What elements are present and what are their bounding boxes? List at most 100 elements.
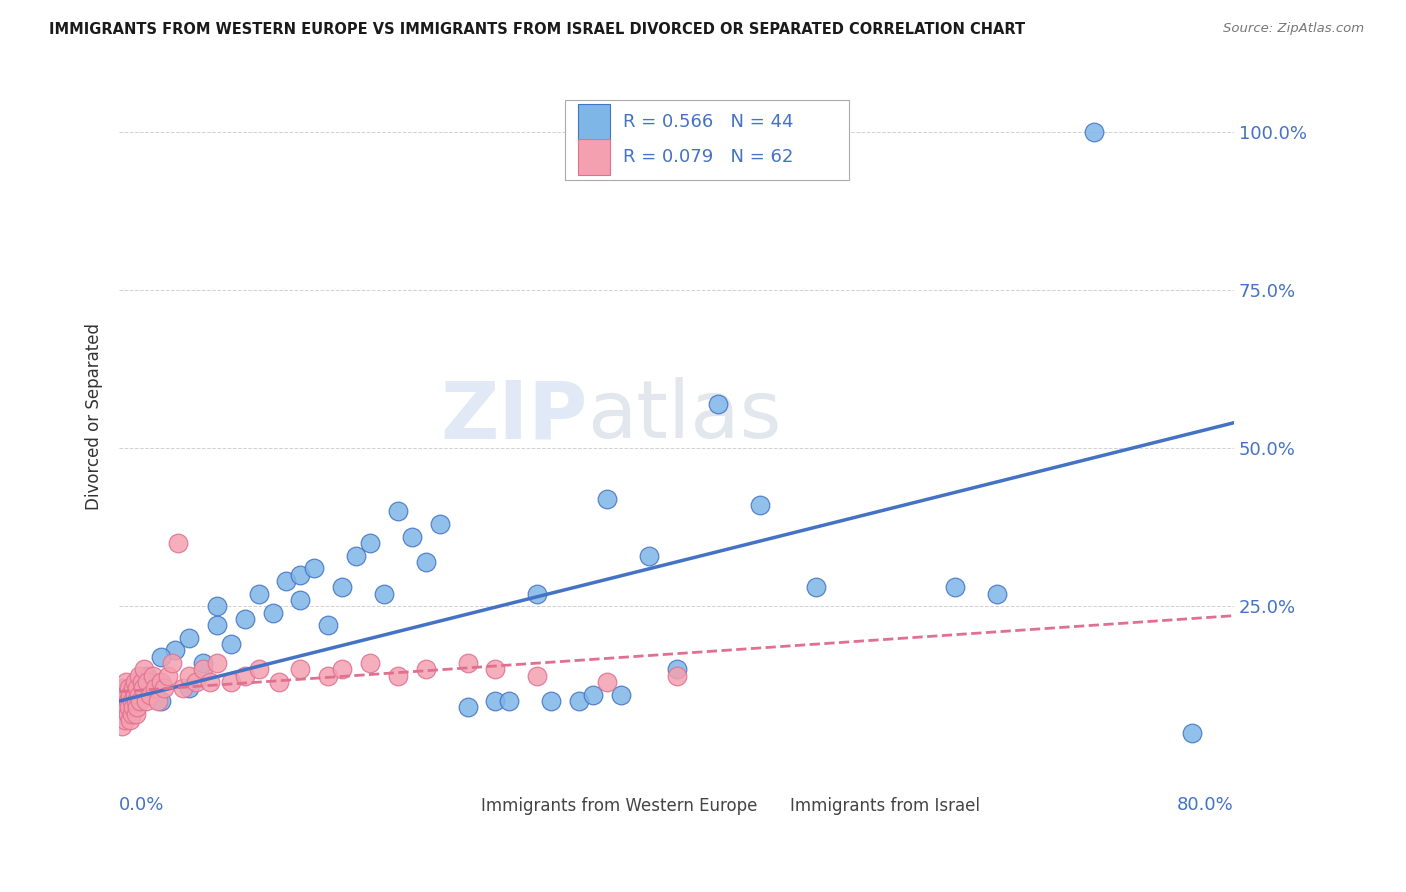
Text: atlas: atlas (588, 377, 782, 456)
Point (150, 649, 173, 664)
Point (121, 694, 143, 708)
Point (582, 688, 605, 702)
Point (359, 536, 381, 550)
Point (148, 694, 170, 708)
Point (665, 663, 688, 677)
Point (276, 574, 298, 588)
Point (359, 656, 381, 670)
Point (112, 681, 135, 696)
Point (177, 681, 200, 696)
Point (127, 681, 149, 696)
Point (304, 561, 326, 575)
Point (163, 643, 186, 657)
Text: ZIP: ZIP (440, 377, 588, 456)
Point (120, 688, 142, 702)
Point (177, 631, 200, 645)
Point (114, 700, 136, 714)
Point (205, 656, 228, 670)
Point (134, 663, 156, 677)
Point (373, 586, 395, 600)
Point (269, 675, 291, 690)
Point (344, 549, 367, 563)
Point (596, 491, 619, 506)
Point (198, 675, 221, 690)
Point (457, 700, 479, 714)
Point (115, 688, 138, 702)
Point (219, 637, 242, 651)
Point (540, 694, 562, 708)
Point (387, 669, 409, 683)
Point (145, 681, 167, 696)
Point (330, 663, 353, 677)
Point (429, 516, 451, 531)
Text: Immigrants from Western Europe: Immigrants from Western Europe (481, 797, 758, 815)
Point (498, 694, 520, 708)
Point (111, 719, 134, 733)
Point (247, 663, 270, 677)
Point (484, 694, 506, 708)
Point (118, 681, 141, 696)
Point (316, 618, 339, 632)
Point (457, 656, 479, 670)
Point (415, 663, 437, 677)
Text: IMMIGRANTS FROM WESTERN EUROPE VS IMMIGRANTS FROM ISRAEL DIVORCED OR SEPARATED C: IMMIGRANTS FROM WESTERN EUROPE VS IMMIGR… (49, 22, 1025, 37)
Point (124, 675, 146, 690)
Point (153, 681, 176, 696)
Point (142, 669, 165, 683)
Point (139, 688, 162, 702)
Point (233, 669, 256, 683)
Point (316, 669, 339, 683)
Point (415, 555, 437, 569)
Point (124, 688, 146, 702)
Text: 0.0%: 0.0% (120, 796, 165, 814)
Text: Source: ZipAtlas.com: Source: ZipAtlas.com (1223, 22, 1364, 36)
Point (401, 530, 423, 544)
Point (166, 536, 188, 550)
Point (110, 706, 132, 721)
Point (1083, 125, 1105, 139)
Point (127, 700, 149, 714)
Point (131, 675, 153, 690)
Point (150, 675, 173, 690)
Point (233, 612, 256, 626)
Point (121, 706, 143, 721)
Text: 80.0%: 80.0% (1177, 796, 1234, 814)
Point (122, 700, 145, 714)
Point (986, 586, 1008, 600)
Point (943, 580, 966, 594)
Point (568, 694, 591, 708)
FancyBboxPatch shape (565, 100, 849, 180)
Point (136, 675, 159, 690)
Point (150, 694, 173, 708)
Point (205, 599, 228, 614)
Bar (578, 104, 610, 140)
Point (177, 669, 200, 683)
Point (129, 694, 152, 708)
Point (118, 700, 141, 714)
Bar (756, 792, 782, 822)
Point (135, 694, 157, 708)
Bar (449, 792, 472, 822)
Point (247, 586, 270, 600)
Point (290, 567, 312, 582)
Point (749, 498, 772, 512)
Point (610, 688, 633, 702)
Point (157, 669, 180, 683)
Point (205, 618, 228, 632)
Point (136, 669, 159, 683)
Point (112, 694, 135, 708)
Point (262, 606, 284, 620)
Point (172, 681, 194, 696)
Point (596, 675, 619, 690)
Point (115, 675, 138, 690)
Y-axis label: Divorced or Separated: Divorced or Separated (86, 323, 103, 510)
Text: R = 0.079   N = 62: R = 0.079 N = 62 (623, 148, 793, 166)
Point (665, 669, 688, 683)
Point (804, 580, 827, 594)
Point (707, 397, 730, 411)
Point (122, 681, 145, 696)
Point (125, 694, 148, 708)
Point (184, 675, 207, 690)
Point (160, 656, 183, 670)
Point (526, 669, 548, 683)
